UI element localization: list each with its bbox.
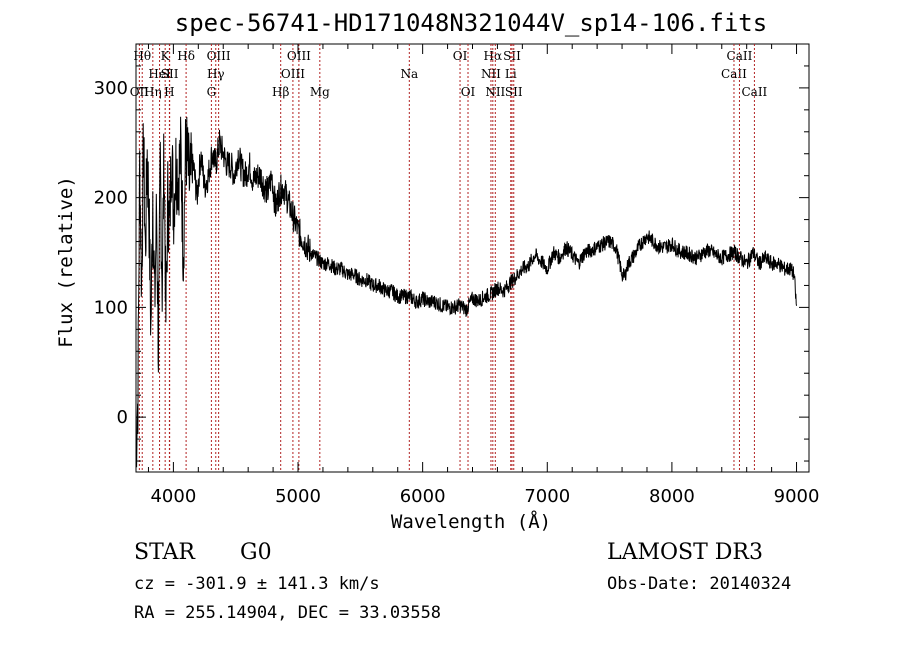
- object-subclass: G0: [240, 540, 272, 565]
- line-label-20: NII: [485, 85, 505, 99]
- chart-title: spec-56741-HD171048N321044V_sp14-106.fit…: [175, 9, 767, 37]
- plot-frame: [135, 43, 810, 473]
- spectrum-chart: spec-56741-HD171048N321044V_sp14-106.fit…: [55, 9, 820, 533]
- spectrum-layer: [135, 116, 797, 468]
- observation-date: Obs-Date: 20140324: [607, 574, 792, 594]
- survey-name: LAMOST DR3: [607, 540, 763, 565]
- coordinates-readout: RA = 255.14904, DEC = 33.03558: [134, 603, 442, 623]
- line-label-11: Hβ: [272, 85, 289, 99]
- line-label-1: OII: [130, 85, 150, 99]
- x-tick-label-4: 8000: [649, 486, 695, 507]
- line-label-9: Hγ: [207, 67, 225, 81]
- line-label-0: Hθ: [133, 49, 151, 63]
- spectrum-line: [135, 116, 797, 468]
- y-tick-label-1: 100: [94, 297, 128, 318]
- line-label-23: SII: [505, 85, 523, 99]
- axis-ticks: 4000 5000 6000 7000 8000 9000 0 100 200 300: [94, 43, 820, 507]
- redshift-readout: cz = -301.9 ± 141.3 km/s: [134, 574, 380, 594]
- line-label-10: G: [207, 85, 217, 99]
- line-label-17: OI: [461, 85, 476, 99]
- y-tick-label-0: 0: [117, 407, 128, 428]
- x-tick-label-3: 7000: [524, 486, 570, 507]
- line-label-8: OIII: [207, 49, 231, 63]
- line-label-14: Mg: [310, 85, 330, 99]
- line-label-7: Hδ: [177, 49, 195, 63]
- line-label-19: NII: [481, 67, 501, 81]
- line-label-15: Na: [400, 67, 418, 81]
- line-label-24: CaII: [721, 67, 747, 81]
- x-tick-label-5: 9000: [774, 486, 820, 507]
- y-axis-label: Flux (relative): [55, 176, 77, 348]
- object-class: STAR: [134, 540, 195, 565]
- line-label-6: H: [164, 85, 174, 99]
- y-tick-label-3: 300: [94, 78, 128, 99]
- x-tick-label-2: 6000: [400, 486, 446, 507]
- plot-border: [135, 43, 810, 473]
- line-label-4: K: [161, 49, 171, 63]
- x-tick-label-1: 5000: [275, 486, 321, 507]
- line-label-21: SII: [503, 49, 521, 63]
- line-label-12: OIII: [287, 49, 311, 63]
- line-label-13: OIII: [281, 67, 305, 81]
- line-label-16: OI: [453, 49, 468, 63]
- x-axis-label: Wavelength (Å): [391, 510, 551, 533]
- line-label-18: Hα: [484, 49, 503, 63]
- line-label-25: CaII: [727, 49, 753, 63]
- line-label-26: CaII: [741, 85, 767, 99]
- line-label-22: Li: [505, 67, 517, 81]
- y-tick-label-2: 200: [94, 188, 128, 209]
- x-tick-label-0: 4000: [150, 486, 196, 507]
- line-label-2: Hη: [144, 85, 162, 99]
